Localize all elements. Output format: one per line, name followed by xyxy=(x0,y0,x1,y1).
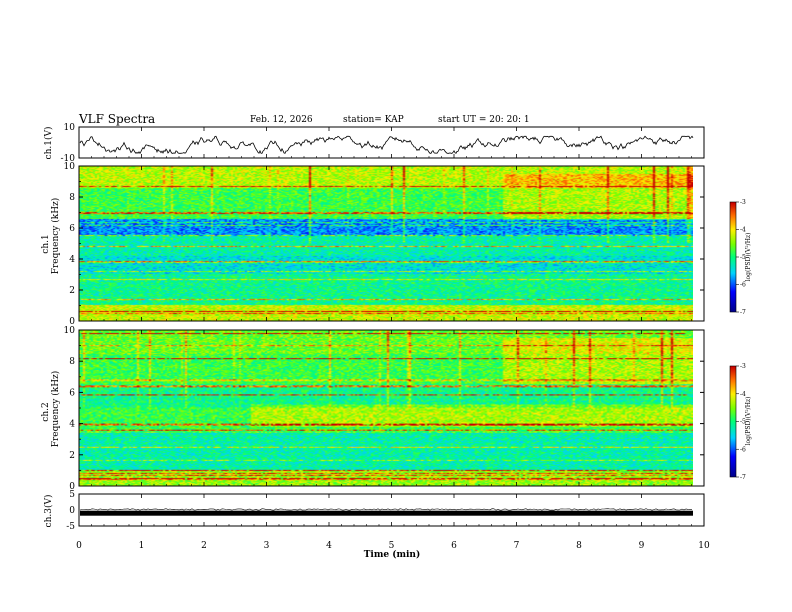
colorbar-tick-label: -3 xyxy=(740,363,746,370)
spec2-ytick-label: 4 xyxy=(69,420,75,430)
time-tick-label: 6 xyxy=(451,541,457,551)
ch3-waveform-trace-group xyxy=(79,508,693,516)
spec1-ytick-label: 10 xyxy=(64,162,76,172)
colorbar-tick-label: -4 xyxy=(740,391,746,398)
ch3-ytick-mid: 0 xyxy=(69,506,75,516)
ch2-colorbar-ticks: -3 -4 -5 -6 -7 xyxy=(736,363,746,481)
time-tick-label: 4 xyxy=(326,541,332,551)
ch1-ytick-bottom: -10 xyxy=(61,154,76,164)
spec2-ytick-label: 6 xyxy=(69,388,75,398)
time-axis: 0 1 2 3 4 5 6 7 8 9 10 xyxy=(76,127,710,551)
ch1-colorbar xyxy=(730,202,736,312)
spec1-ytick-label: 0 xyxy=(69,317,75,327)
station-label: station= KAP xyxy=(343,115,404,125)
time-tick-label: 2 xyxy=(201,541,207,551)
ch1-colorbar-ticks: -3 -4 -5 -6 -7 xyxy=(736,199,746,316)
spec1-ytick-label: 4 xyxy=(69,255,75,265)
time-tick-label: 1 xyxy=(139,541,145,551)
colorbar-tick-label: -7 xyxy=(740,309,746,316)
ch1-spectrogram-image xyxy=(79,166,693,321)
colorbar-tick-label: -3 xyxy=(740,199,746,206)
spec1-ytick-label: 2 xyxy=(69,286,75,296)
colorbar-tick-label: -6 xyxy=(740,446,746,453)
spec2-ytick-label: 0 xyxy=(69,482,75,492)
ch1-waveform-line xyxy=(79,135,694,155)
spec2-ytick-label: 2 xyxy=(69,451,75,461)
spec1-ytick-label: 8 xyxy=(69,193,75,203)
ch3-waveform-line xyxy=(79,508,693,511)
ch2-colorbar-label: log(PSD)(V²/Hz) xyxy=(745,397,752,446)
ch3-waveform-ylabel: ch.3(V) xyxy=(43,495,54,528)
spec2-ytick-label: 10 xyxy=(64,326,76,336)
ch1-frequency-ylabel: Frequency (kHz) xyxy=(50,198,61,275)
ch1-spectrogram-yaxis: 0 2 4 6 8 10 xyxy=(64,162,704,327)
colorbar-tick-label: -4 xyxy=(740,227,746,234)
colorbar-tick-label: -5 xyxy=(740,419,746,426)
time-tick-label: 8 xyxy=(576,541,582,551)
spec2-ytick-label: 8 xyxy=(69,357,75,367)
ch1-waveform-trace-group xyxy=(79,135,694,155)
time-tick-label: 7 xyxy=(514,541,520,551)
time-tick-label: 5 xyxy=(389,541,395,551)
ch3-waveform-band xyxy=(80,510,693,516)
date-label: Feb. 12, 2026 xyxy=(250,115,313,125)
ch2-spectrogram-yaxis: 0 2 4 6 8 10 xyxy=(64,326,704,492)
ch1-channel-label: ch.1 xyxy=(41,234,51,253)
start-time-label: start UT = 20: 20: 1 xyxy=(438,115,530,125)
ch2-channel-label: ch.2 xyxy=(41,402,51,421)
ch1-colorbar-label: log(PSD)(V²/Hz) xyxy=(745,233,752,282)
colorbar-tick-label: -7 xyxy=(740,474,746,481)
time-tick-label: 10 xyxy=(698,541,710,551)
figure-title: VLF Spectra xyxy=(78,112,155,126)
ch1-ytick-top: 10 xyxy=(64,123,76,133)
ch3-ytick-top: 5 xyxy=(69,490,75,500)
spec1-ytick-label: 6 xyxy=(69,224,75,234)
ch3-ytick-bottom: -5 xyxy=(66,522,75,532)
time-tick-label: 3 xyxy=(264,541,270,551)
figure-header: VLF Spectra Feb. 12, 2026 station= KAP s… xyxy=(78,112,530,126)
ch2-frequency-ylabel: Frequency (kHz) xyxy=(50,371,61,448)
ch3-waveform-panel: 5 0 -5 ch.3(V) xyxy=(43,490,705,532)
time-tick-label: 9 xyxy=(639,541,645,551)
ch1-waveform-panel: 10 -10 ch.1(V) xyxy=(43,123,705,164)
ch2-colorbar xyxy=(730,366,736,477)
time-tick-label: 0 xyxy=(76,541,82,551)
ch2-spectrogram-image xyxy=(79,330,693,486)
ch1-waveform-ylabel: ch.1(V) xyxy=(43,127,54,160)
time-axis-label: Time (min) xyxy=(364,549,421,560)
colorbar-tick-label: -5 xyxy=(740,254,746,261)
colorbar-tick-label: -6 xyxy=(740,282,746,289)
